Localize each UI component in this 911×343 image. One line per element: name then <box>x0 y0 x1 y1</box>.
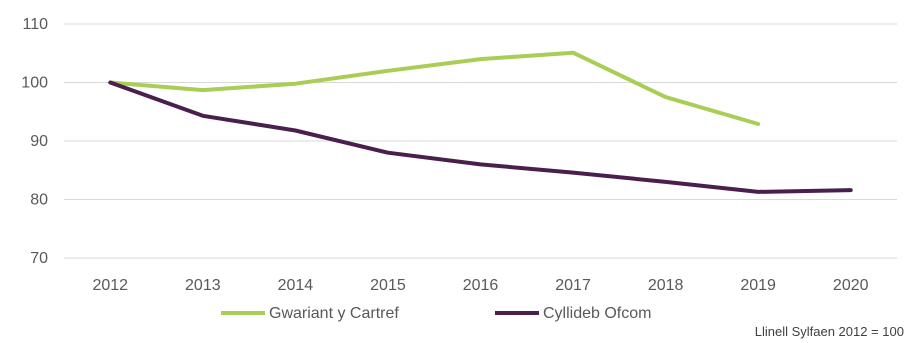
y-tick-label: 100 <box>21 75 48 92</box>
series-line-1 <box>108 50 761 126</box>
y-axis-tick-labels: 70 80 90 100 110 <box>21 16 48 267</box>
y-tick-label: 110 <box>22 16 48 33</box>
x-tick-label: 2013 <box>185 277 221 294</box>
y-tick-label: 80 <box>30 192 48 209</box>
baseline-note: Llinell Sylfaen 2012 = 100 <box>755 324 904 339</box>
x-tick-label: 2014 <box>278 277 314 294</box>
gridlines <box>64 23 897 259</box>
x-tick-label: 2012 <box>92 277 128 294</box>
y-tick-label: 70 <box>30 250 48 267</box>
x-tick-label: 2019 <box>740 277 776 294</box>
legend-label-1: Gwariant y Cartref <box>269 305 399 322</box>
x-tick-label: 2020 <box>833 277 869 294</box>
x-tick-label: 2015 <box>370 277 406 294</box>
series-lines <box>108 50 853 194</box>
legend-label-2: Cyllideb Ofcom <box>543 305 651 322</box>
legend: Gwariant y Cartref Cyllideb Ofcom <box>221 305 651 322</box>
y-tick-label: 90 <box>30 133 48 150</box>
x-axis-tick-labels: 2012 2013 2014 2015 2016 2017 2018 2019 2020 <box>92 277 868 294</box>
x-tick-label: 2017 <box>555 277 591 294</box>
series-line-2 <box>108 80 853 194</box>
x-tick-label: 2018 <box>648 277 684 294</box>
x-tick-label: 2016 <box>463 277 499 294</box>
